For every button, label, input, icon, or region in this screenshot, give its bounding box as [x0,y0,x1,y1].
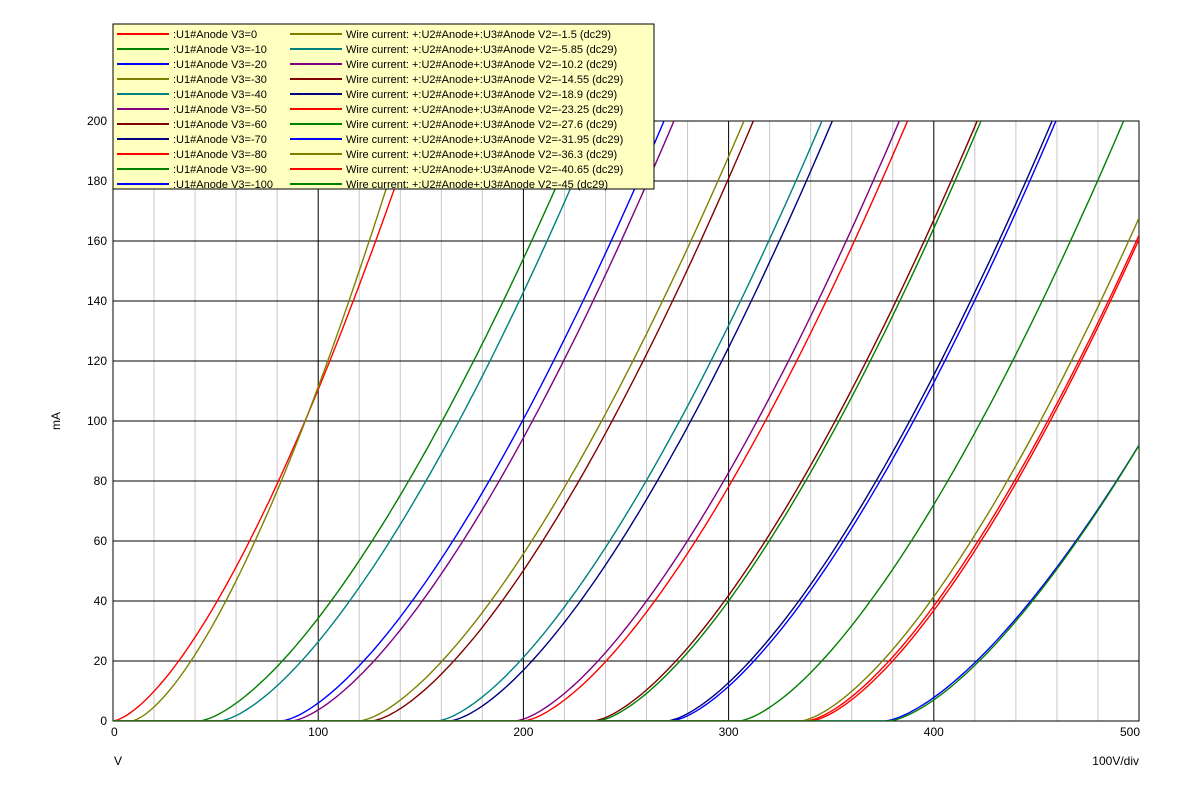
series-line [113,121,1057,721]
y-tick-label: 40 [94,594,108,608]
y-tick-label: 100 [87,414,107,428]
legend-label: Wire current: +:U2#Anode+:U3#Anode V2=-3… [346,149,617,161]
series-line [113,121,419,721]
x-axis-label: V [114,754,122,768]
series-line [113,444,1139,721]
legend-label: :U1#Anode V3=-30 [173,74,267,86]
legend-label: :U1#Anode V3=-80 [173,149,267,161]
series-line [113,121,909,721]
y-tick-label: 0 [100,714,107,728]
x-tick-label: 200 [513,725,533,739]
legend-label: :U1#Anode V3=-10 [173,44,267,56]
series-line [113,121,601,721]
y-tick-label: 160 [87,234,107,248]
x-tick-label: 300 [719,725,739,739]
y-tick-label: 120 [87,354,107,368]
y-tick-label: 180 [87,174,107,188]
series-line [113,217,1139,721]
series-line [113,235,1139,721]
legend-label: Wire current: +:U2#Anode+:U3#Anode V2=-4… [346,164,623,176]
legend-box [112,23,655,190]
legend-label: :U1#Anode V3=-100 [173,179,273,191]
legend-label: Wire current: +:U2#Anode+:U3#Anode V2=-1… [346,89,617,101]
x-tick-label: 0 [111,725,118,739]
series-line [113,121,1053,721]
legend-label: :U1#Anode V3=-70 [173,134,267,146]
legend-label: :U1#Anode V3=-20 [173,59,267,71]
series-line [113,121,665,721]
series-line [113,121,823,721]
series-line [113,121,982,721]
legend-label: Wire current: +:U2#Anode+:U3#Anode V2=-1… [346,29,611,41]
series-line [113,121,978,721]
y-tick-label: 20 [94,654,108,668]
x-tick-labels: 0 100 200 300 400 500 [111,725,1140,739]
y-tick-label: 80 [94,474,108,488]
legend-label: Wire current: +:U2#Anode+:U3#Anode V2=-1… [346,59,617,71]
y-tick-label: 140 [87,294,107,308]
series-line [113,121,675,721]
series-line [113,444,1139,721]
legend-label: Wire current: +:U2#Anode+:U3#Anode V2=-3… [346,134,623,146]
curves [113,121,1139,721]
y-tick-labels: 0 20 40 60 80 100 120 140 160 180 200 [87,114,107,728]
legend-label: :U1#Anode V3=-40 [173,89,267,101]
y-tick-label: 60 [94,534,108,548]
legend: :U1#Anode V3=0 :U1#Anode V3=-10 :U1#Anode … [112,23,655,191]
series-line [113,121,586,721]
series-line [113,121,834,721]
legend-label: :U1#Anode V3=-60 [173,119,267,131]
y-axis-label: mA [49,412,63,430]
x-scale-note: 100V/div [1092,754,1139,768]
legend-label: Wire current: +:U2#Anode+:U3#Anode V2=-2… [346,104,623,116]
legend-label: :U1#Anode V3=0 [173,29,257,41]
x-tick-label: 100 [308,725,328,739]
legend-label: :U1#Anode V3=-50 [173,104,267,116]
legend-label: Wire current: +:U2#Anode+:U3#Anode V2=-4… [346,179,608,191]
series-line [113,121,1125,721]
legend-label: :U1#Anode V3=-90 [173,164,267,176]
y-tick-label: 200 [87,114,107,128]
x-tick-label: 400 [924,725,944,739]
x-tick-label: 500 [1120,725,1140,739]
legend-label: Wire current: +:U2#Anode+:U3#Anode V2=-1… [346,74,623,86]
legend-label: Wire current: +:U2#Anode+:U3#Anode V2=-5… [346,44,617,56]
series-line [113,121,745,721]
series-line [113,121,409,721]
legend-label: Wire current: +:U2#Anode+:U3#Anode V2=-2… [346,119,617,131]
series-line [113,121,755,721]
series-line [113,239,1139,721]
